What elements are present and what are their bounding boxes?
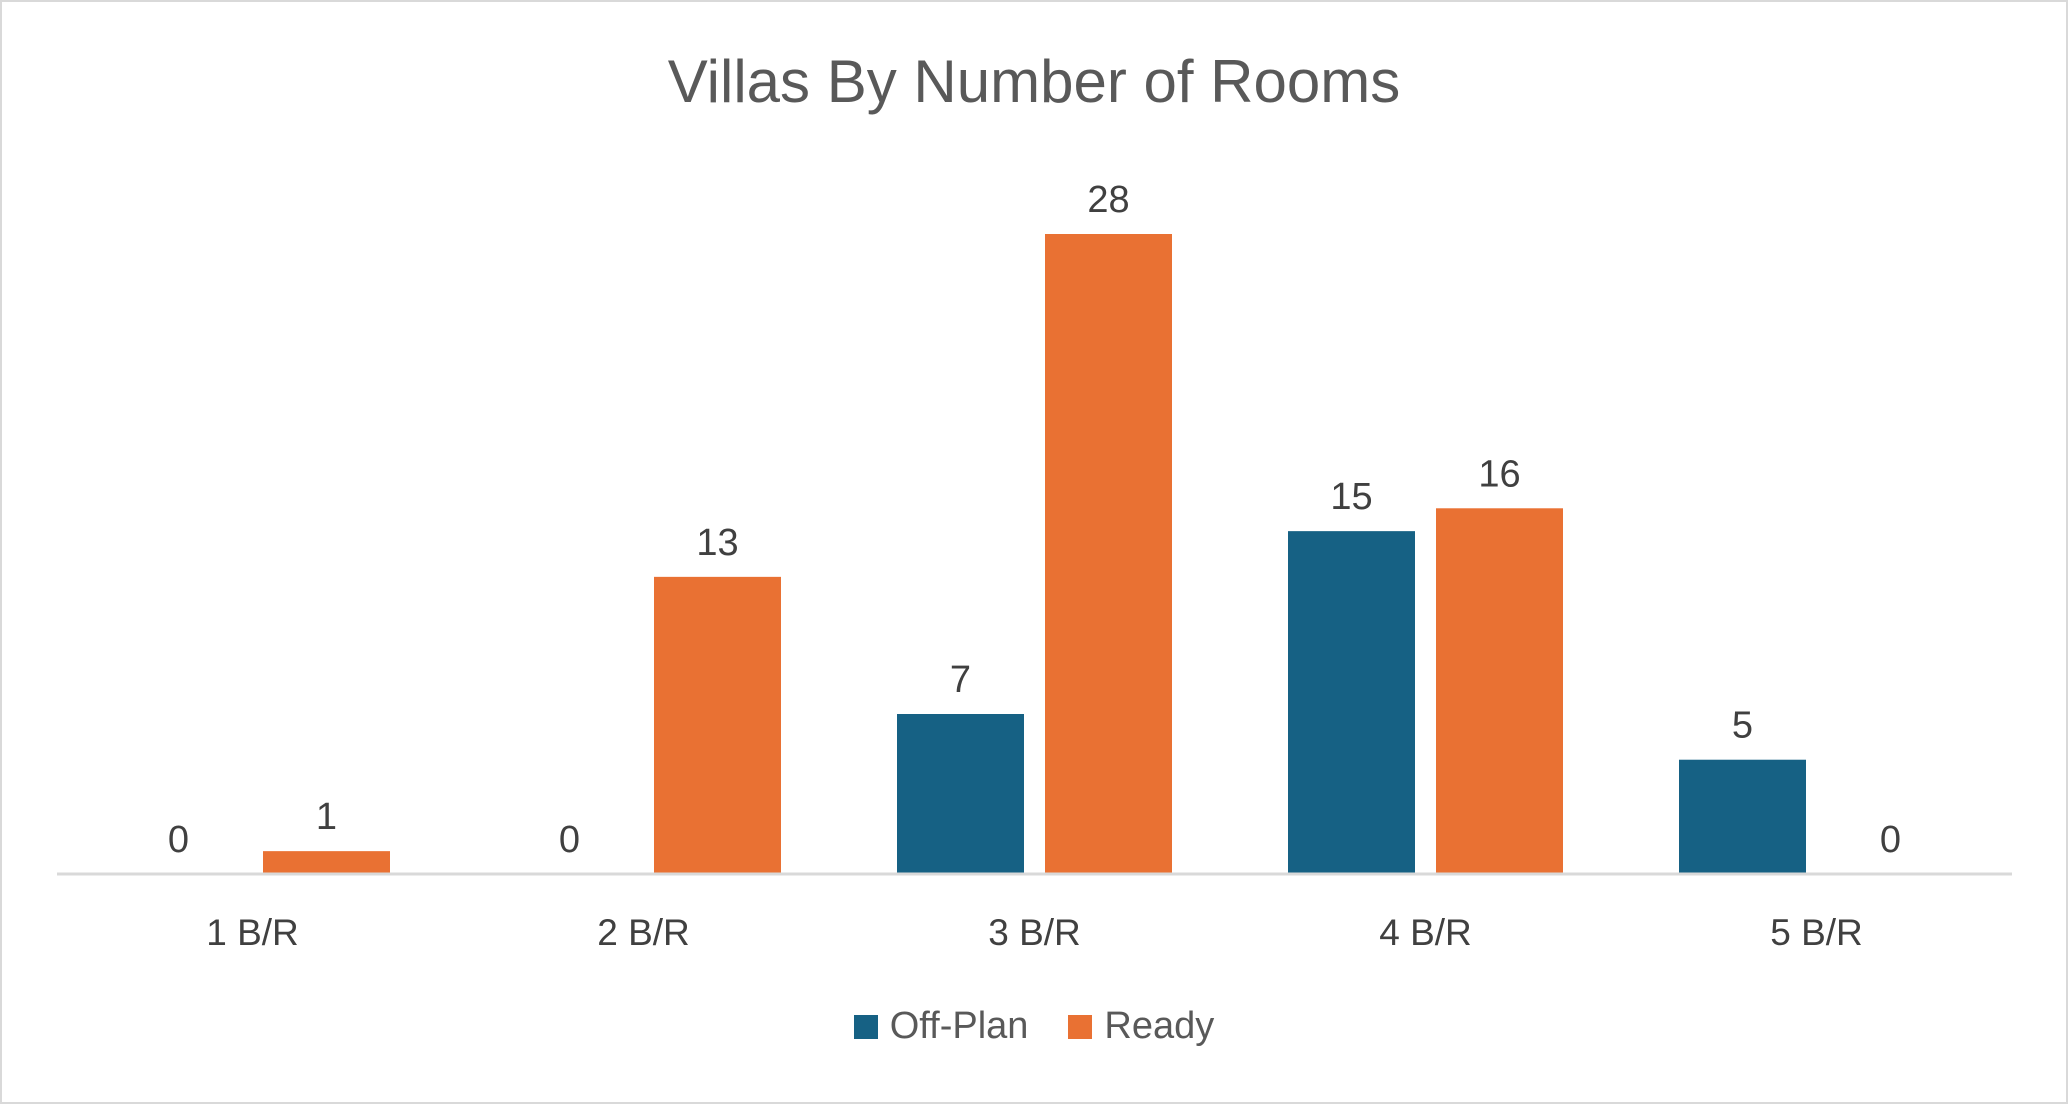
data-label-ready-3-b-r: 28 bbox=[1087, 179, 1129, 221]
data-label-off-plan-3-b-r: 7 bbox=[950, 659, 971, 701]
data-label-ready-4-b-r: 16 bbox=[1478, 453, 1520, 495]
data-label-ready-2-b-r: 13 bbox=[696, 522, 738, 564]
data-label-off-plan-2-b-r: 0 bbox=[559, 819, 580, 861]
legend-item-off-plan: Off-Plan bbox=[853, 1005, 1029, 1048]
data-label-ready-5-b-r: 0 bbox=[1880, 819, 1901, 861]
x-tick-label-5-b-r: 5 B/R bbox=[1770, 912, 1863, 953]
legend-swatch-off-plan bbox=[853, 1014, 878, 1039]
x-tick-label-3-b-r: 3 B/R bbox=[988, 912, 1081, 953]
bar-ready-4-b-r bbox=[1436, 508, 1563, 874]
bar-off-plan-3-b-r bbox=[897, 714, 1024, 874]
data-label-ready-1-b-r: 1 bbox=[316, 796, 337, 838]
legend: Off-Plan Ready bbox=[2, 1005, 2066, 1048]
chart-title: Villas By Number of Rooms bbox=[667, 48, 1401, 115]
data-label-off-plan-1-b-r: 0 bbox=[168, 819, 189, 861]
bar-ready-3-b-r bbox=[1045, 234, 1172, 874]
bar-off-plan-4-b-r bbox=[1288, 531, 1415, 874]
bar-ready-1-b-r bbox=[263, 851, 390, 874]
legend-item-ready: Ready bbox=[1068, 1005, 1214, 1048]
legend-label-off-plan: Off-Plan bbox=[889, 1005, 1029, 1047]
legend-label-ready: Ready bbox=[1104, 1005, 1215, 1047]
bar-off-plan-5-b-r bbox=[1679, 759, 1806, 874]
x-tick-label-2-b-r: 2 B/R bbox=[597, 912, 690, 953]
data-label-off-plan-5-b-r: 5 bbox=[1732, 705, 1753, 747]
x-tick-label-4-b-r: 4 B/R bbox=[1379, 912, 1472, 953]
x-tick-label-1-b-r: 1 B/R bbox=[206, 912, 299, 953]
bar-ready-2-b-r bbox=[654, 576, 781, 874]
legend-swatch-ready bbox=[1068, 1014, 1093, 1039]
data-label-off-plan-4-b-r: 15 bbox=[1330, 476, 1372, 518]
